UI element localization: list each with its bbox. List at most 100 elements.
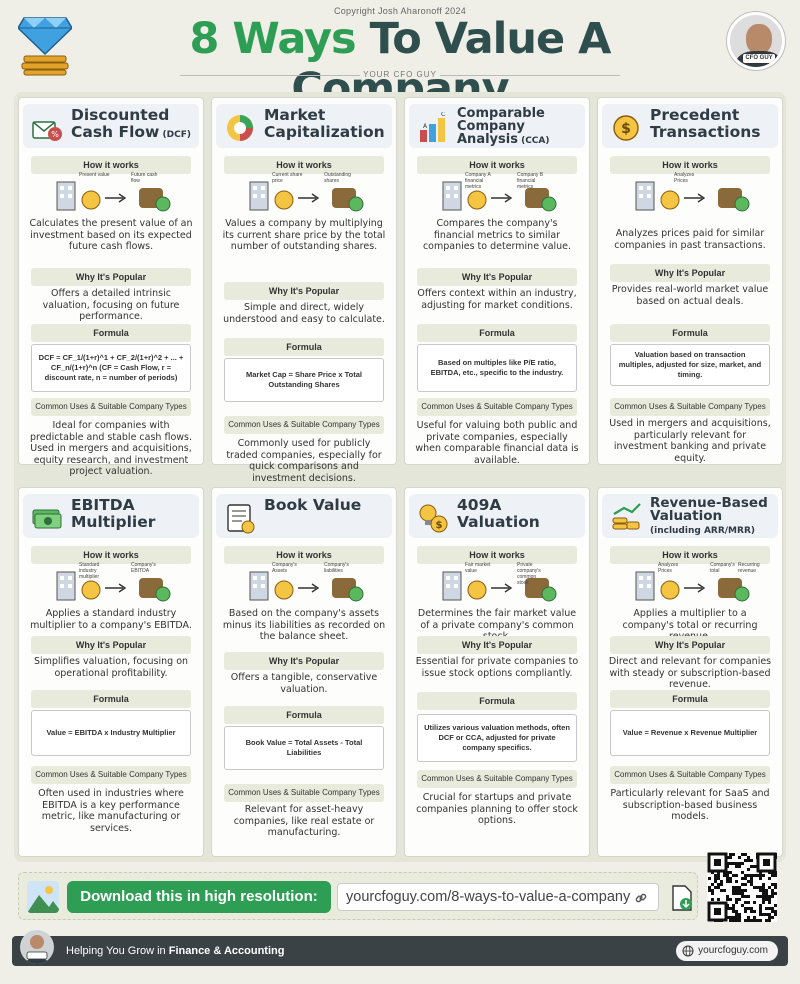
process-illustration	[56, 181, 171, 212]
link-icon[interactable]	[634, 891, 648, 905]
download-bar: Download this in high resolution: yourcf…	[18, 872, 698, 920]
how-it-works-header: How it works	[31, 156, 191, 174]
svg-text:C: C	[441, 112, 445, 118]
card-title-bar: Book Value	[216, 494, 392, 538]
process-illustration	[442, 181, 557, 212]
illustration-label: Company B financial metrics	[517, 172, 544, 190]
why-popular-header: Why It's Popular	[31, 636, 191, 654]
common-uses-text: Ideal for companies with predictable and…	[29, 420, 193, 477]
card-title: Market Capitalization	[264, 107, 390, 141]
card-title-bar: EBITDA Multiplier	[23, 494, 199, 538]
how-it-works-header: How it works	[610, 546, 770, 564]
common-uses-header: Common Uses & Suitable Company Types	[224, 416, 384, 434]
card-title-bar: Revenue-Based Valuation (including ARR/MR…	[602, 494, 778, 538]
card-title-main: 409A Valuation	[457, 496, 540, 531]
why-popular-header: Why It's Popular	[31, 268, 191, 286]
avatar: CFO GUY	[727, 12, 785, 70]
how-it-works-header: How it works	[224, 156, 384, 174]
formula-box: Market Cap = Share Price x Total Outstan…	[224, 358, 384, 402]
common-uses-text: Commonly used for publicly traded compan…	[226, 438, 382, 484]
common-uses-text: Useful for valuing both public and priva…	[415, 420, 579, 466]
illustration-label: Fair market value	[465, 562, 491, 574]
formula-box: Based on multiples like P/E ratio, EBITD…	[417, 344, 577, 392]
how-it-works-header: How it works	[417, 546, 577, 564]
why-popular-header: Why It's Popular	[224, 282, 384, 300]
card-title: Revenue-Based Valuation (including ARR/MR…	[650, 496, 776, 538]
formula-box: Value = Revenue x Revenue Multiplier	[610, 710, 770, 756]
formula-header: Formula	[417, 324, 577, 342]
ledger-book-icon	[224, 502, 256, 534]
card-title: EBITDA Multiplier	[71, 497, 197, 531]
common-uses-header: Common Uses & Suitable Company Types	[31, 766, 191, 784]
card-5: EBITDA Multiplier How it works Standard in…	[18, 487, 204, 857]
common-uses-header: Common Uses & Suitable Company Types	[224, 784, 384, 802]
how-it-works-header: How it works	[417, 156, 577, 174]
card-title-suffix: (DCF)	[159, 130, 191, 140]
formula-box: Valuation based on transaction multiples…	[610, 344, 770, 386]
illustration-label: Analyzes Prices	[658, 562, 679, 574]
card-title: Precedent Transactions	[650, 107, 776, 141]
common-uses-text: Relevant for asset-heavy companies, like…	[233, 804, 375, 838]
process-illustration	[635, 571, 750, 602]
card-title-suffix: (CCA)	[517, 136, 550, 146]
card-title-bar: % Discounted Cash Flow (DCF)	[23, 104, 199, 148]
illustration-label: Company's EBITDA	[131, 562, 156, 574]
why-popular-text: Offers a tangible, conservative valuatio…	[230, 672, 378, 695]
card-title: Comparable Company Analysis (CCA)	[457, 107, 583, 148]
diamond-coins-logo-icon	[18, 17, 72, 76]
why-popular-header: Why It's Popular	[610, 636, 770, 654]
how-it-works-header: How it works	[610, 156, 770, 174]
process-illustration	[249, 571, 364, 602]
why-popular-header: Why It's Popular	[417, 268, 577, 286]
qr-code[interactable]	[707, 852, 777, 922]
how-it-works-illustration: Present value Future cash flow	[39, 172, 183, 214]
common-uses-header: Common Uses & Suitable Company Types	[31, 398, 191, 416]
file-download-icon[interactable]	[671, 885, 693, 911]
header: Copyright Josh Aharonoff 2024 8 Ways To …	[0, 0, 800, 114]
svg-text:A: A	[423, 123, 428, 130]
card-title-bar: $409A Valuation	[409, 494, 585, 538]
formula-box: Utilizes various valuation methods, ofte…	[417, 714, 577, 762]
card-1: % Discounted Cash Flow (DCF) How it works P…	[18, 97, 204, 477]
illustration-label: Company A financial metrics	[465, 172, 491, 190]
card-6: Book Value How it works Company's Assets Co…	[211, 487, 397, 857]
why-popular-text: Provides real-world market value based o…	[611, 284, 769, 307]
card-title: 409A Valuation	[457, 497, 583, 531]
formula-box: Book Value = Total Assets - Total Liabil…	[224, 726, 384, 770]
subtitle: YOUR CFO GUY	[363, 70, 437, 79]
website-url[interactable]: yourcfoguy.com	[698, 945, 768, 956]
how-it-works-header: How it works	[31, 546, 191, 564]
download-link[interactable]: yourcfoguy.com/8-ways-to-value-a-company	[337, 883, 659, 911]
formula-header: Formula	[610, 324, 770, 342]
illustration-label: Company's total	[710, 562, 735, 574]
how-it-works-illustration: Fair market value Private company's commo…	[425, 562, 569, 604]
illustration-label: Outstanding shares	[324, 172, 351, 184]
process-illustration	[635, 181, 750, 212]
card-title-main: Precedent Transactions	[650, 106, 761, 141]
how-it-works-illustration: Company A financial metrics Company B fin…	[425, 172, 569, 214]
footer: Helping You Grow in Finance & Accounting…	[12, 930, 788, 966]
title-highlight: 8 Ways	[189, 14, 357, 64]
how-it-works-illustration: Company's Assets Company's liabilities	[232, 562, 376, 604]
card-title: Discounted Cash Flow (DCF)	[71, 107, 197, 144]
formula-header: Formula	[224, 338, 384, 356]
download-url[interactable]: yourcfoguy.com/8-ways-to-value-a-company	[346, 889, 631, 905]
card-title-main: Discounted Cash Flow	[71, 106, 170, 141]
pie-chart-icon	[224, 112, 256, 144]
card-title-main: EBITDA Multiplier	[71, 496, 156, 531]
svg-text:$: $	[436, 520, 443, 531]
formula-header: Formula	[417, 692, 577, 710]
how-it-works-text: Calculates the present value of an inves…	[29, 218, 193, 252]
common-uses-text: Often used in industries where EBITDA is…	[38, 788, 184, 834]
card-title-main: Comparable Company Analysis	[457, 106, 545, 147]
how-it-works-illustration: Current share price Outstanding shares	[232, 172, 376, 214]
why-popular-text: Simple and direct, widely understood and…	[223, 302, 385, 325]
image-thumbnail-icon	[27, 881, 59, 913]
website-link[interactable]: yourcfoguy.com	[676, 941, 778, 961]
copyright: Copyright Josh Aharonoff 2024	[333, 6, 467, 16]
card-7: $409A Valuation How it works Fair market v…	[404, 487, 590, 857]
formula-header: Formula	[224, 706, 384, 724]
why-popular-header: Why It's Popular	[610, 264, 770, 282]
coin-exchange-icon: $	[610, 112, 642, 144]
